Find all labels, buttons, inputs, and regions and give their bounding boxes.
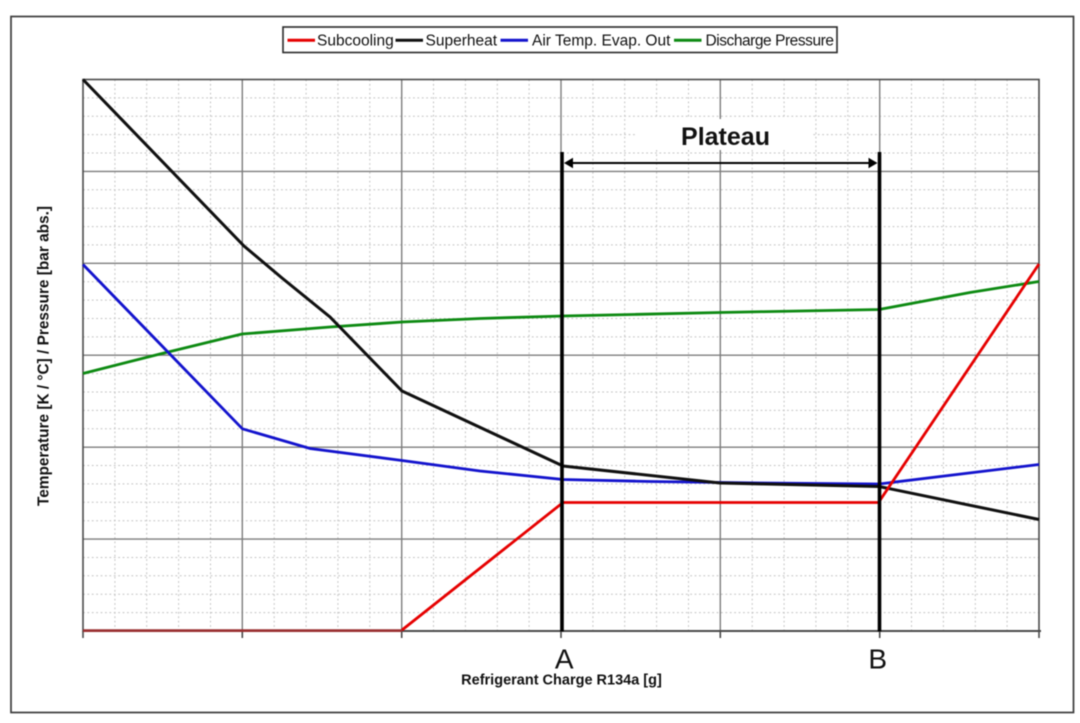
svg-text:Discharge Pressure: Discharge Pressure: [706, 33, 834, 50]
svg-text:Superheat: Superheat: [426, 33, 498, 50]
svg-text:Refrigerant Charge R134a [g]: Refrigerant Charge R134a [g]: [461, 673, 662, 689]
svg-text:B: B: [868, 644, 887, 675]
svg-text:Plateau: Plateau: [681, 123, 770, 151]
svg-text:Temperature [K / °C] / Pressur: Temperature [K / °C] / Pressure [bar abs…: [36, 206, 53, 506]
svg-text:A: A: [555, 644, 574, 675]
svg-text:Air Temp. Evap. Out: Air Temp. Evap. Out: [532, 33, 671, 50]
svg-text:Subcooling: Subcooling: [317, 33, 394, 50]
